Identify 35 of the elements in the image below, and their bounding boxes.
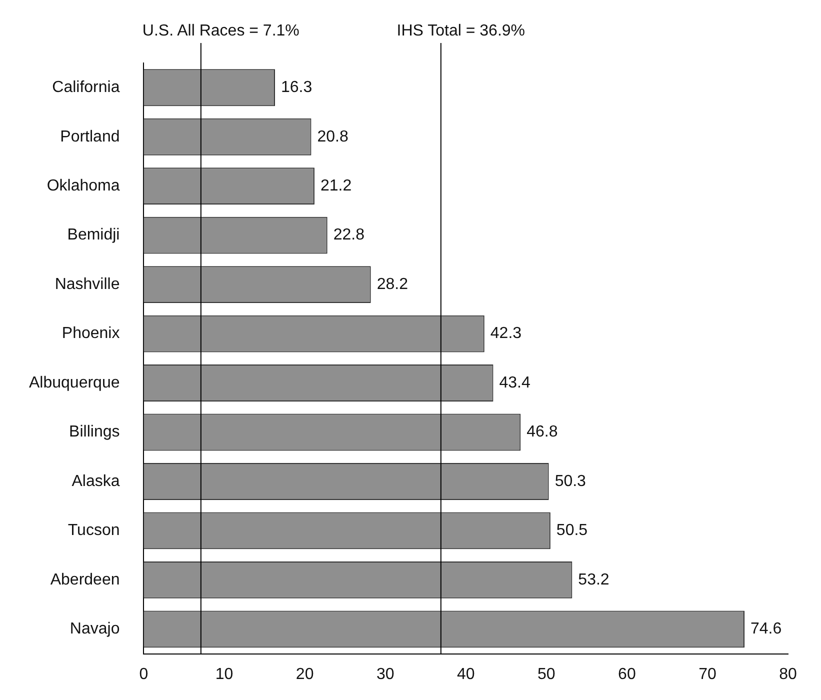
y-tick-label: Portland: [60, 128, 120, 146]
y-tick-label: Oklahoma: [46, 177, 120, 194]
data-label: 46.8: [526, 424, 558, 441]
x-tick-label: 70: [698, 666, 716, 683]
x-tick-label: 30: [376, 666, 394, 683]
x-tick-label: 10: [215, 666, 234, 683]
y-tick-label: Phoenix: [62, 325, 120, 342]
y-tick-label: Navajo: [70, 620, 120, 638]
y-tick-label: Billings: [69, 424, 120, 441]
data-label: 53.2: [578, 571, 610, 588]
data-label: 50.3: [554, 472, 586, 490]
ref-line-label: U.S. All Races = 7.1%: [142, 22, 300, 40]
y-tick-label: Nashville: [54, 276, 120, 293]
x-tick-label: 0: [139, 666, 148, 683]
data-label: 43.4: [499, 374, 530, 392]
x-tick-label: 60: [618, 666, 636, 683]
data-label: 22.8: [333, 226, 365, 244]
y-tick-label: Aberdeen: [50, 571, 120, 588]
ref-line-label: IHS Total = 36.9%: [396, 22, 526, 40]
data-label: 74.6: [750, 620, 782, 638]
data-label: 42.3: [490, 325, 522, 342]
data-label: 28.2: [376, 276, 408, 293]
y-tick-label: Tucson: [68, 522, 120, 540]
data-label: 16.3: [281, 79, 312, 96]
data-label: 50.5: [556, 522, 588, 540]
x-tick-label: 50: [538, 666, 556, 683]
data-label: 21.2: [320, 177, 352, 194]
x-tick-label: 40: [456, 666, 475, 683]
y-tick-label: Albuquerque: [28, 374, 120, 392]
y-tick-label: California: [52, 79, 120, 96]
x-tick-label: 80: [779, 666, 797, 683]
x-tick-label: 20: [296, 666, 314, 683]
y-tick-label: Alaska: [72, 472, 120, 490]
data-label: 20.8: [317, 128, 348, 146]
y-tick-label: Bemidji: [67, 226, 120, 244]
